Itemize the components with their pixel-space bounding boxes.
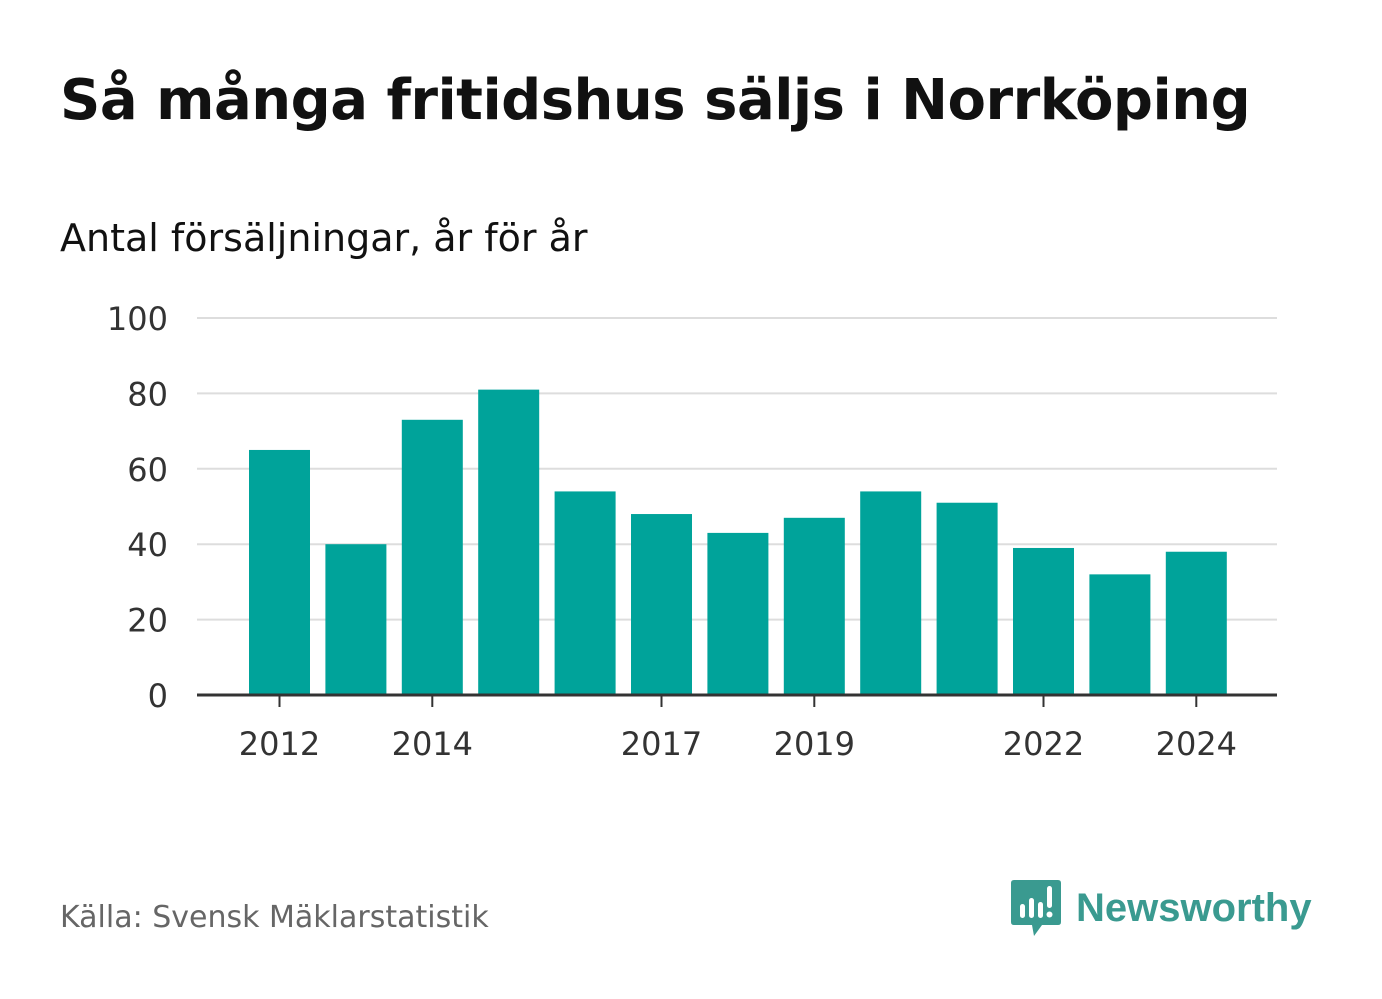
y-tick-label: 60: [127, 451, 168, 489]
y-tick-label: 100: [107, 300, 168, 338]
x-tick-label: 2019: [774, 725, 855, 763]
x-tick-label: 2024: [1156, 725, 1237, 763]
y-tick-label: 40: [127, 526, 168, 564]
x-tick-label: 2017: [621, 725, 702, 763]
bar-2016: [554, 491, 616, 695]
brand-logo: Newsworthy: [1010, 878, 1312, 938]
bar-2017: [631, 514, 692, 695]
bar-2019: [783, 517, 845, 695]
bar-2022: [1013, 547, 1074, 695]
newsworthy-bar-chart-logo-icon: [1011, 880, 1061, 936]
x-tick-label: 2014: [392, 725, 473, 763]
y-tick-label: 20: [127, 602, 168, 640]
bar-2021: [936, 502, 998, 695]
bar-2023: [1089, 574, 1151, 695]
y-tick-label: 0: [148, 677, 168, 715]
chart-title: Så många fritidshus säljs i Norrköping: [60, 68, 1251, 133]
source-note: Källa: Svensk Mäklarstatistik: [60, 900, 489, 935]
bar-2014: [401, 419, 463, 695]
bar-2013: [325, 544, 387, 695]
bar-2018: [707, 532, 769, 695]
bar-2024: [1165, 551, 1227, 695]
bar-2012: [249, 449, 310, 695]
x-tick-label: 2012: [239, 725, 320, 763]
brand-name: Newsworthy: [1076, 885, 1312, 930]
bar-2020: [860, 491, 922, 695]
bar-2015: [478, 389, 540, 695]
y-tick-label: 80: [127, 375, 168, 413]
chart-subtitle: Antal försäljningar, år för år: [60, 216, 588, 260]
x-tick-label: 2022: [1003, 725, 1084, 763]
